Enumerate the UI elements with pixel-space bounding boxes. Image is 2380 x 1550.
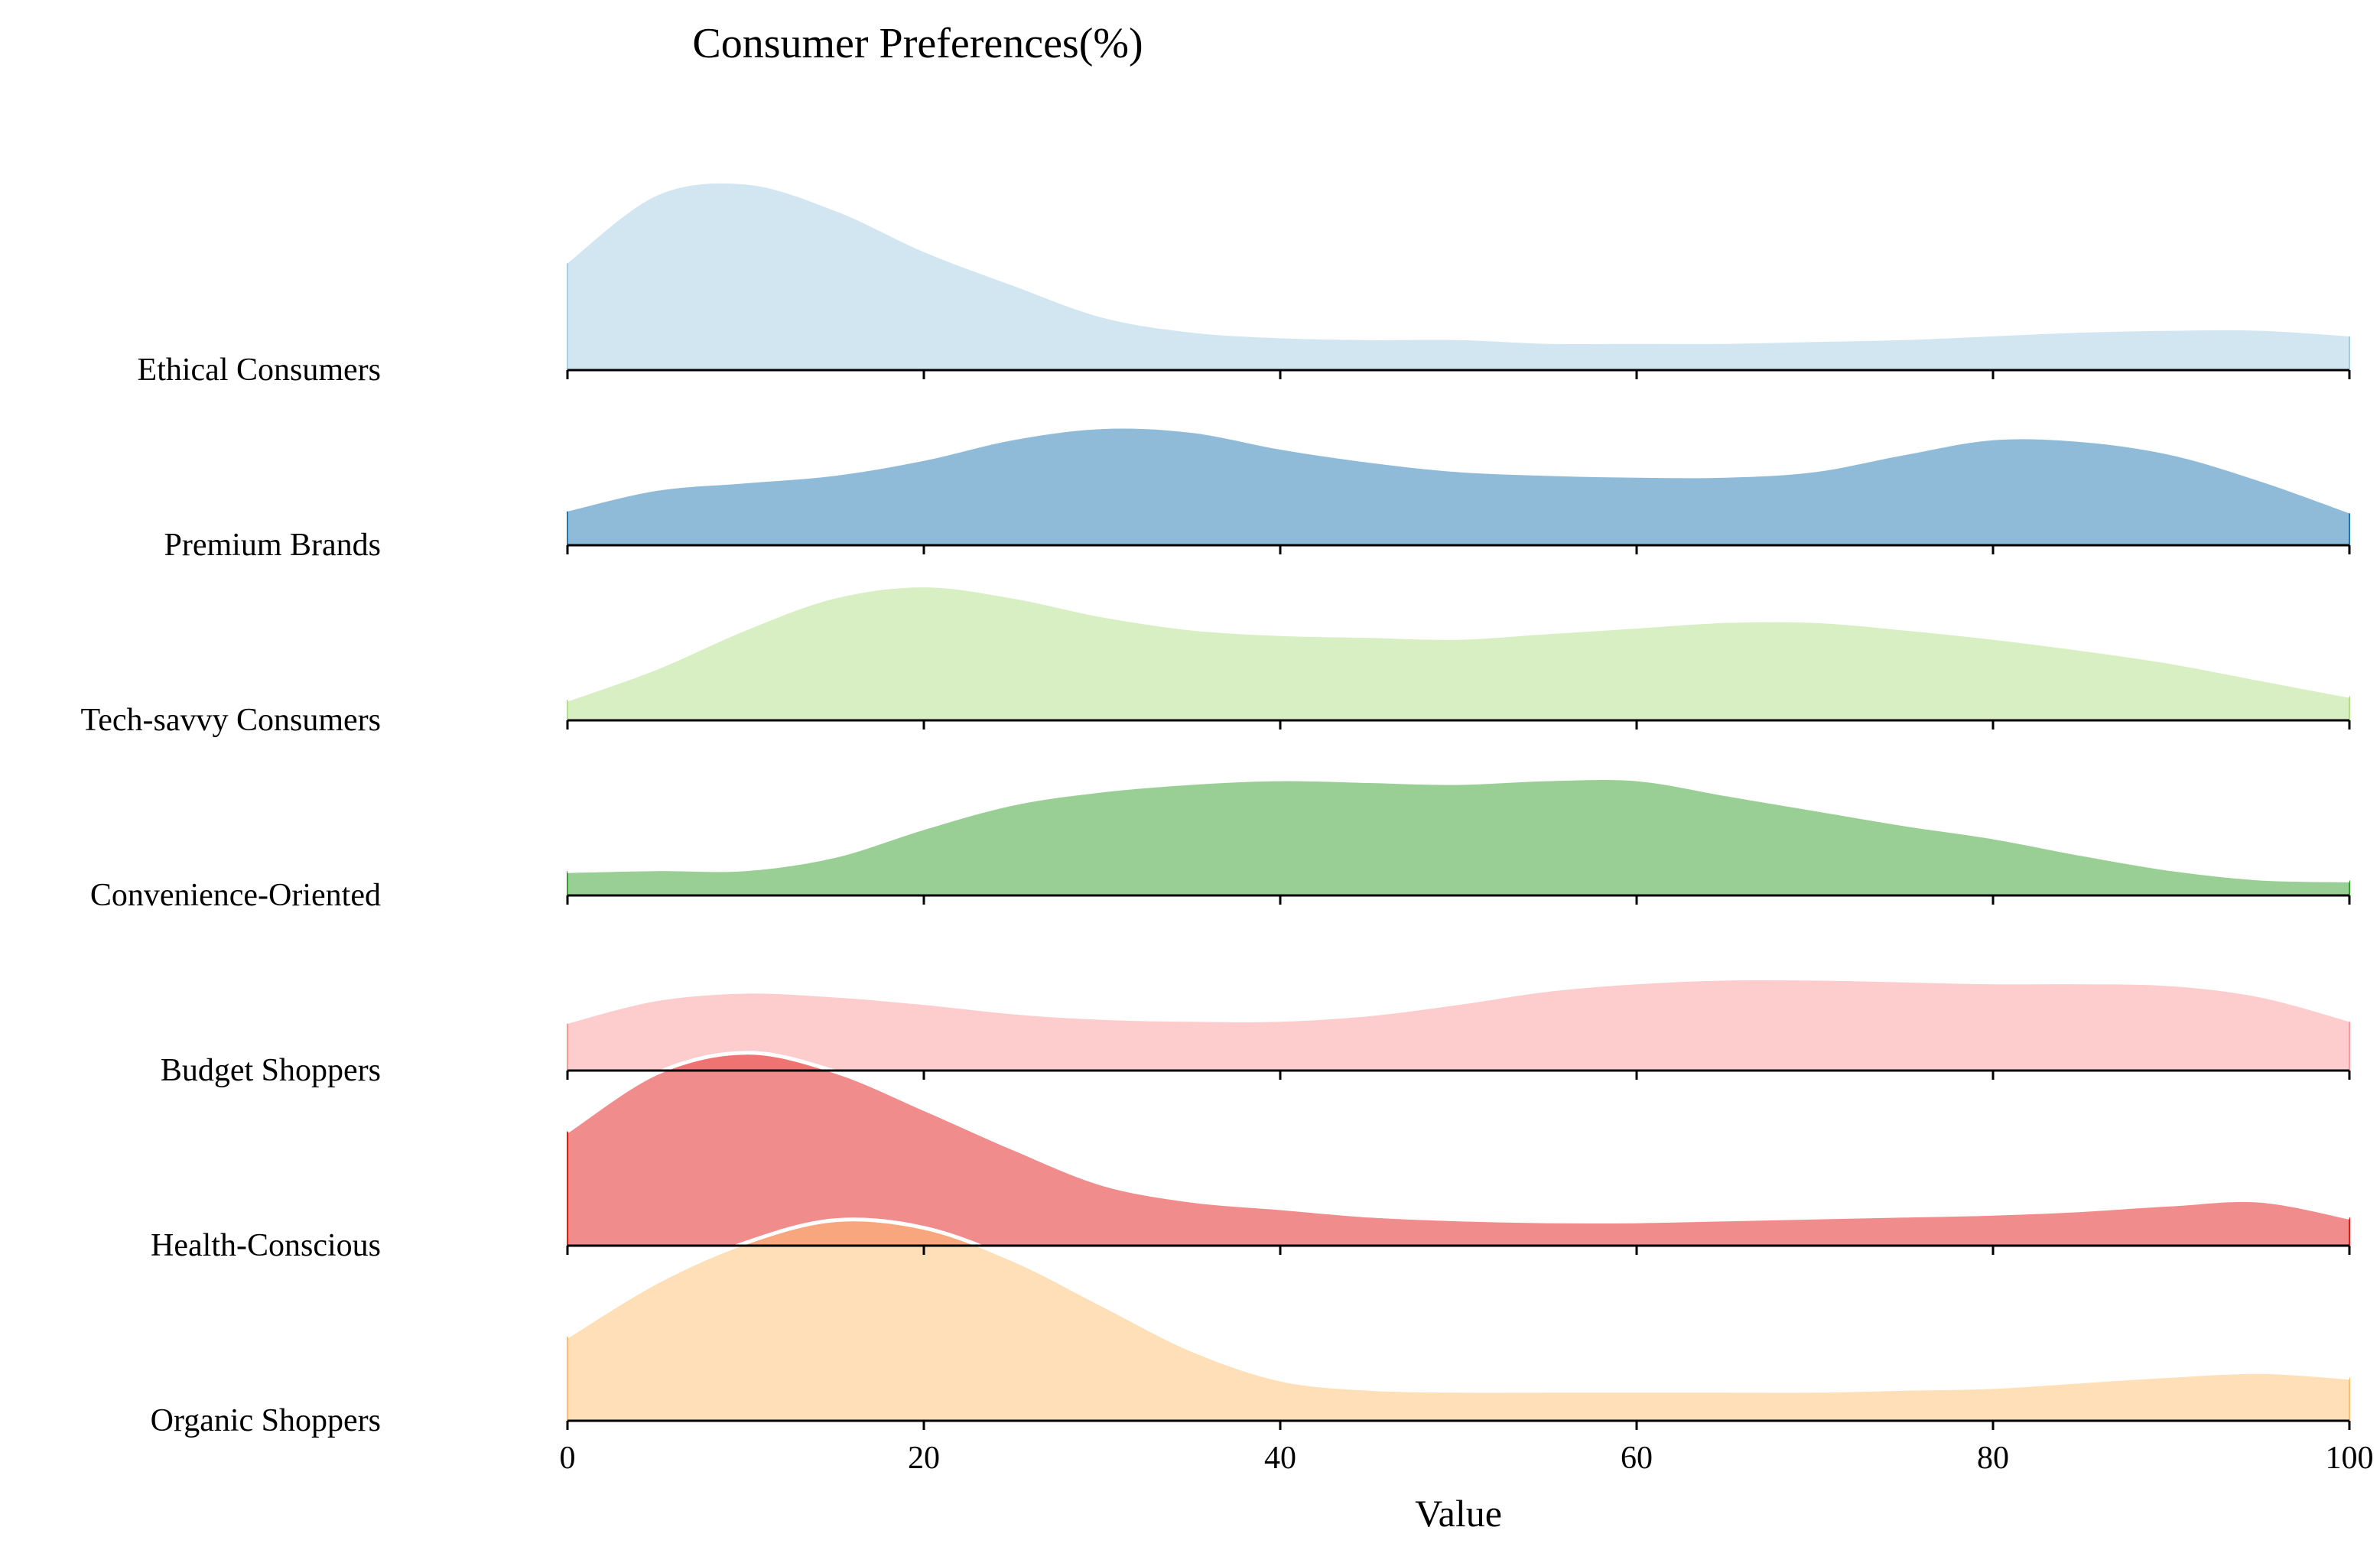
group-label-budget-shoppers: Budget Shoppers xyxy=(161,1053,381,1088)
baseline-health-conscious xyxy=(566,1244,2351,1255)
x-tick-label: 40 xyxy=(1264,1441,1296,1476)
group-label-premium-brands: Premium Brands xyxy=(164,528,381,563)
group-label-organic-shoppers: Organic Shoppers xyxy=(151,1403,381,1438)
ridge-convenience-oriented xyxy=(567,775,2350,895)
ridge-baselines xyxy=(566,369,2351,1430)
x-axis-ticks: 0 20 40 60 80 100 xyxy=(560,1441,2374,1476)
group-label-health-conscious: Health-Conscious xyxy=(151,1228,381,1263)
baseline-convenience-oriented xyxy=(566,894,2351,905)
baseline-budget-shoppers xyxy=(566,1069,2351,1080)
ridge-area-convenience-oriented xyxy=(567,778,2349,895)
group-label-convenience-oriented: Convenience-Oriented xyxy=(90,878,381,913)
x-tick-label: 0 xyxy=(560,1441,576,1476)
ridge-outline-organic-shoppers xyxy=(566,1217,2350,1393)
group-labels: Ethical Consumers Premium Brands Tech-savv… xyxy=(81,353,381,1438)
ridge-area-ethical-consumers xyxy=(567,183,2349,370)
baseline-organic-shoppers xyxy=(566,1419,2351,1430)
ridge-health-conscious xyxy=(566,1051,2350,1246)
ridge-area-organic-shoppers xyxy=(567,1219,2349,1421)
x-axis-label: Value xyxy=(1415,1492,1502,1535)
chart-title: Consumer Preferences(%) xyxy=(692,20,1143,67)
baseline-premium-brands xyxy=(566,544,2351,554)
ridge-tech-savvy-consumers xyxy=(567,583,2350,720)
ridge-outline-health-conscious xyxy=(566,1051,2350,1223)
x-tick-label: 100 xyxy=(2326,1441,2374,1476)
baseline-tech-savvy-consumers xyxy=(566,719,2351,730)
group-label-ethical-consumers: Ethical Consumers xyxy=(138,353,381,388)
ridge-area-tech-savvy-consumers xyxy=(567,585,2349,720)
x-tick-label: 60 xyxy=(1621,1441,1653,1476)
ridge-area-premium-brands xyxy=(567,428,2349,545)
ridge-area-budget-shoppers xyxy=(567,980,2349,1071)
x-tick-label: 80 xyxy=(1977,1441,2009,1476)
ridge-ethical-consumers xyxy=(567,183,2350,370)
ridge-outline-tech-savvy-consumers xyxy=(567,583,2350,702)
baseline-ethical-consumers xyxy=(566,369,2351,379)
x-tick-label: 20 xyxy=(908,1441,940,1476)
group-label-tech-savvy-consumers: Tech-savvy Consumers xyxy=(81,703,381,738)
ridges xyxy=(566,183,2350,1421)
ridge-budget-shoppers xyxy=(567,980,2350,1071)
ridge-area-health-conscious xyxy=(567,1052,2349,1246)
ridge-outline-convenience-oriented xyxy=(567,775,2350,882)
ridge-organic-shoppers xyxy=(566,1217,2350,1421)
ridge-premium-brands xyxy=(567,428,2350,545)
